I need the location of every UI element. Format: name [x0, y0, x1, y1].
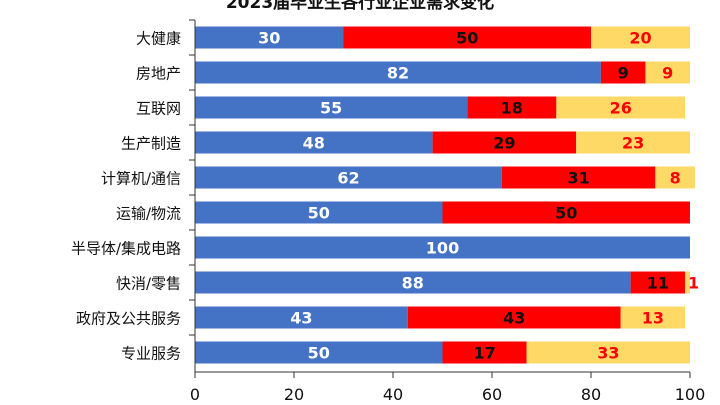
category-label: 运输/物流 — [116, 205, 181, 223]
data-label: 31 — [567, 169, 589, 188]
data-label: 13 — [642, 309, 664, 328]
bar-segment-3 — [645, 61, 690, 84]
category-label: 计算机/通信 — [101, 170, 181, 188]
bar-segment-2 — [407, 306, 621, 329]
bar-segment-1 — [195, 341, 443, 364]
data-label: 11 — [647, 274, 669, 293]
bar-segment-3 — [620, 306, 686, 329]
data-label: 26 — [610, 99, 632, 118]
category-label: 政府及公共服务 — [76, 310, 181, 328]
category-label: 房地产 — [136, 65, 181, 83]
data-label: 1 — [688, 274, 699, 293]
bar-segment-3 — [556, 96, 686, 119]
bar-segment-1 — [195, 61, 601, 84]
category-label: 半导体/集成电路 — [71, 240, 181, 258]
bar-segment-2 — [442, 201, 690, 224]
bar-segment-2 — [442, 341, 527, 364]
category-label: 互联网 — [136, 100, 181, 118]
chart-title: 2023届毕业生各行业企业需求变化 — [225, 0, 495, 13]
bar-segment-3 — [576, 131, 690, 154]
bar-segment-2 — [630, 271, 686, 294]
bar-segment-2 — [501, 166, 656, 189]
bar-segment-2 — [467, 96, 557, 119]
data-label: 50 — [308, 204, 330, 223]
data-label: 23 — [622, 134, 644, 153]
bar-segment-1 — [195, 271, 631, 294]
bar-segment-3 — [685, 271, 690, 294]
data-label: 50 — [555, 204, 577, 223]
x-tick-label: 60 — [482, 385, 502, 404]
bar-segment-1 — [195, 166, 502, 189]
category-label: 生产制造 — [121, 135, 181, 153]
bar-segment-1 — [195, 236, 690, 259]
data-label: 30 — [258, 29, 280, 48]
data-label: 33 — [597, 344, 619, 363]
bar-segment-3 — [655, 166, 695, 189]
x-tick-label: 40 — [383, 385, 403, 404]
bar-segment-1 — [195, 26, 344, 49]
x-tick-label: 0 — [190, 385, 200, 404]
data-label: 43 — [290, 309, 312, 328]
data-label: 8 — [670, 169, 681, 188]
x-tick-label: 80 — [581, 385, 601, 404]
data-label: 48 — [303, 134, 325, 153]
data-label: 29 — [493, 134, 515, 153]
bar-segment-2 — [343, 26, 591, 49]
data-label: 43 — [503, 309, 525, 328]
category-label: 专业服务 — [121, 345, 181, 363]
x-tick-label: 100 — [675, 385, 706, 404]
category-label: 大健康 — [136, 30, 181, 48]
data-label: 9 — [618, 64, 629, 83]
data-label: 9 — [662, 64, 673, 83]
data-label: 100 — [426, 239, 459, 258]
bar-segment-3 — [591, 26, 690, 49]
data-label: 20 — [629, 29, 651, 48]
x-tick-label: 20 — [284, 385, 304, 404]
bar-segment-3 — [526, 341, 690, 364]
category-label: 快消/零售 — [116, 275, 181, 293]
bar-segment-2 — [600, 61, 646, 84]
data-label: 50 — [308, 344, 330, 363]
data-label: 17 — [473, 344, 495, 363]
bar-segment-2 — [432, 131, 577, 154]
data-label: 88 — [402, 274, 424, 293]
data-label: 62 — [337, 169, 359, 188]
bar-segment-1 — [195, 306, 408, 329]
data-label: 82 — [387, 64, 409, 83]
data-label: 50 — [456, 29, 478, 48]
bar-segment-1 — [195, 201, 443, 224]
data-label: 18 — [501, 99, 523, 118]
bar-segment-1 — [195, 131, 433, 154]
data-label: 55 — [320, 99, 342, 118]
bar-segment-1 — [195, 96, 468, 119]
